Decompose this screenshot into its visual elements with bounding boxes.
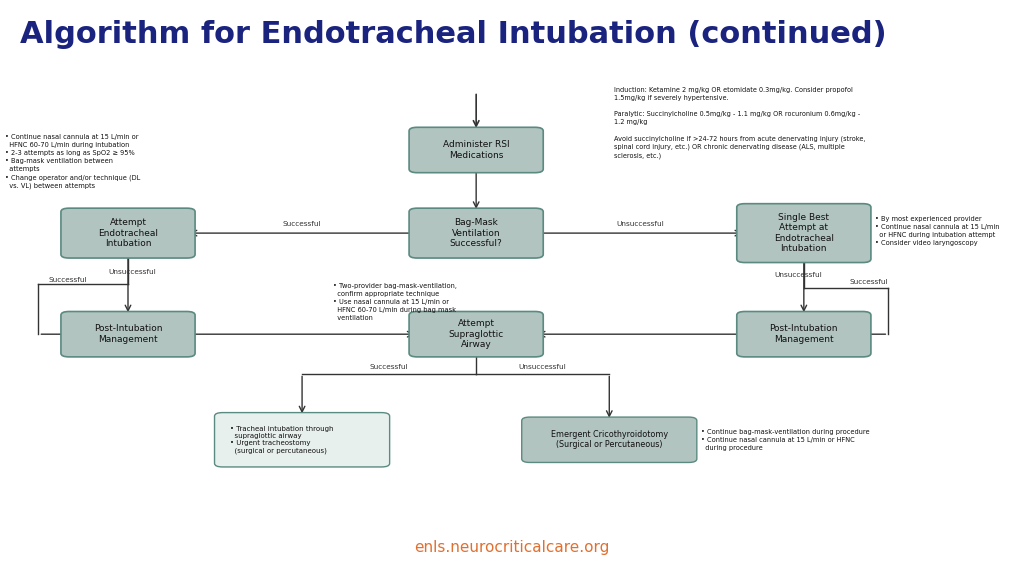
FancyBboxPatch shape <box>737 204 870 263</box>
Text: Unsuccessful: Unsuccessful <box>616 221 664 228</box>
Text: Unsuccessful: Unsuccessful <box>775 272 822 278</box>
FancyBboxPatch shape <box>61 208 195 258</box>
FancyBboxPatch shape <box>410 312 543 357</box>
Text: Emergent Cricothyroidotomy
(Surgical or Percutaneous): Emergent Cricothyroidotomy (Surgical or … <box>551 430 668 449</box>
Text: Successful: Successful <box>370 364 409 370</box>
Text: enls.neurocriticalcare.org: enls.neurocriticalcare.org <box>415 540 609 555</box>
Text: Successful: Successful <box>283 221 322 228</box>
FancyBboxPatch shape <box>214 412 389 467</box>
Text: Induction: Ketamine 2 mg/kg OR etomidate 0.3mg/kg. Consider propofol
1.5mg/kg if: Induction: Ketamine 2 mg/kg OR etomidate… <box>614 87 865 158</box>
Text: Attempt
Supraglottic
Airway: Attempt Supraglottic Airway <box>449 319 504 349</box>
FancyBboxPatch shape <box>61 312 195 357</box>
Text: NEUR⊕CRITICAL: NEUR⊕CRITICAL <box>856 533 993 548</box>
Text: Attempt
Endotracheal
Intubation: Attempt Endotracheal Intubation <box>98 218 158 248</box>
Text: Post-Intubation
Management: Post-Intubation Management <box>94 324 162 344</box>
Text: • Tracheal intubation through
  supraglottic airway
• Urgent tracheostomy
  (sur: • Tracheal intubation through supraglott… <box>229 426 334 453</box>
Text: Administer RSI
Medications: Administer RSI Medications <box>442 141 510 160</box>
FancyBboxPatch shape <box>410 208 543 258</box>
Text: CARE SOCIETY: CARE SOCIETY <box>912 556 993 567</box>
FancyBboxPatch shape <box>410 127 543 173</box>
Text: Unsuccessful: Unsuccessful <box>519 364 566 370</box>
Text: Post-Intubation
Management: Post-Intubation Management <box>770 324 838 344</box>
Text: • Continue nasal cannula at 15 L/min or
  HFNC 60-70 L/min during intubation
• 2: • Continue nasal cannula at 15 L/min or … <box>5 134 140 190</box>
FancyBboxPatch shape <box>737 312 870 357</box>
Text: • Two-provider bag-mask-ventilation,
  confirm appropriate technique
• Use nasal: • Two-provider bag-mask-ventilation, con… <box>333 283 457 320</box>
Text: • Continue bag-mask-ventilation during procedure
• Continue nasal cannula at 15 : • Continue bag-mask-ventilation during p… <box>700 429 869 451</box>
Text: Unsuccessful: Unsuccessful <box>109 270 156 275</box>
Text: • By most experienced provider
• Continue nasal cannula at 15 L/min
  or HFNC du: • By most experienced provider • Continu… <box>874 216 999 246</box>
Text: Single Best
Attempt at
Endotracheal
Intubation: Single Best Attempt at Endotracheal Intu… <box>774 213 834 253</box>
Text: Bag-Mask
Ventilation
Successful?: Bag-Mask Ventilation Successful? <box>450 218 503 248</box>
Text: Successful: Successful <box>48 276 87 283</box>
Text: Successful: Successful <box>850 279 889 285</box>
Text: ⊕ ENLS: ⊕ ENLS <box>20 538 88 556</box>
Text: Algorithm for Endotracheal Intubation (continued): Algorithm for Endotracheal Intubation (c… <box>20 20 887 49</box>
FancyBboxPatch shape <box>521 417 696 463</box>
